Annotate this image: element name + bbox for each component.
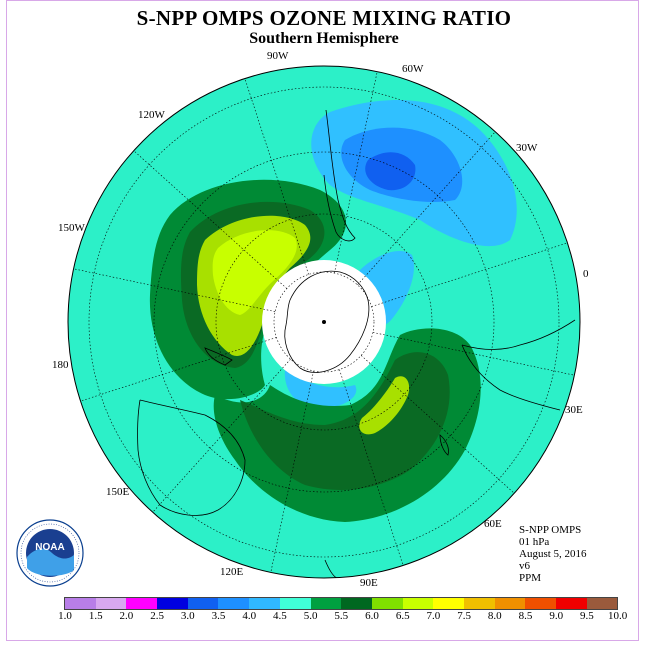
colorbar-segment xyxy=(65,598,96,609)
colorbar-segment xyxy=(279,598,311,609)
longitude-label: 60W xyxy=(402,63,424,75)
contour-light-blue-3 xyxy=(284,368,357,409)
meridian-line xyxy=(133,150,288,289)
contour-yellow-green-east xyxy=(359,376,410,435)
colorbar-tick-label: 1.5 xyxy=(88,610,103,622)
colorbar-tick-label: 9.0 xyxy=(549,610,564,622)
colorbar-tick-label: 6.5 xyxy=(395,610,410,622)
colorbar-tick-label: 2.0 xyxy=(119,610,134,622)
meridian-line xyxy=(372,332,575,376)
colorbar-ticks: 1.0 1.5 2.0 2.5 3.0 3.5 4.0 4.5 5.0 5.5 6.0 6.5 7.0 7… xyxy=(0,610,648,624)
colorbar-tick-label: 6.0 xyxy=(365,610,379,622)
meridian-line xyxy=(244,78,309,275)
colorbar-segment xyxy=(433,598,464,609)
info-units: PPM xyxy=(519,572,542,584)
meridian-line xyxy=(334,71,378,274)
colorbar-segment xyxy=(371,598,403,609)
figure-frame xyxy=(6,0,639,641)
coastlines xyxy=(137,109,576,578)
colorbar xyxy=(64,597,619,610)
meridian-line xyxy=(371,242,568,307)
meridians xyxy=(73,71,575,573)
meridian-line xyxy=(357,131,496,286)
noaa-logo-text: NOAA xyxy=(35,542,64,553)
longitude-label: 150E xyxy=(106,486,130,498)
colorbar-segment xyxy=(157,598,188,609)
meridian-line xyxy=(339,369,404,566)
colorbar-tick-label: 5.5 xyxy=(334,610,349,622)
longitude-label: 120E xyxy=(220,566,244,578)
info-instrument: S-NPP OMPS xyxy=(519,524,582,536)
south-pole-dot xyxy=(322,320,326,324)
colorbar-segment xyxy=(556,598,587,609)
meridian-line xyxy=(80,337,277,402)
colorbar-segment xyxy=(525,598,556,609)
colorbar-segment xyxy=(126,598,158,609)
colorbar-tick-label: 4.0 xyxy=(242,610,257,622)
map-subtitle: Southern Hemisphere xyxy=(249,30,399,47)
colorbar-segment xyxy=(249,598,280,609)
colorbar-tick-label: 7.5 xyxy=(457,610,471,622)
colorbar-segment xyxy=(310,598,342,609)
colorbar-tick-label: 5.0 xyxy=(303,610,318,622)
longitude-label: 150W xyxy=(58,222,85,234)
colorbar-tick-label: 8.0 xyxy=(487,610,502,622)
longitude-label: 30E xyxy=(565,404,583,416)
map-boundary xyxy=(67,65,581,579)
longitude-label: 180 xyxy=(52,359,69,371)
colorbar-segment xyxy=(95,598,127,609)
meridian-line xyxy=(360,355,515,494)
meridian-line xyxy=(270,370,314,573)
colorbar-segment xyxy=(402,598,434,609)
info-block: S-NPP OMPS 01 hPa August 5, 2016 v6 PPM xyxy=(519,524,587,584)
colorbar-tick-label: 2.5 xyxy=(150,610,164,622)
colorbar-segment xyxy=(494,598,526,609)
longitude-label: 0 xyxy=(583,268,589,280)
longitude-label: 90E xyxy=(360,577,378,589)
noaa-logo: NOAA xyxy=(16,519,84,587)
contour-lime-west xyxy=(212,230,297,315)
colorbar-tick-label: 1.0 xyxy=(58,610,72,622)
colorbar-segment xyxy=(341,598,372,609)
colorbar-tick-label: 10.0 xyxy=(607,610,628,622)
meridian-line xyxy=(152,358,291,513)
contour-dark-blue xyxy=(365,152,416,191)
map-title: S-NPP OMPS OZONE MIXING RATIO xyxy=(136,6,512,30)
colorbar-tick-label: 3.5 xyxy=(211,610,226,622)
longitude-label: 90W xyxy=(267,50,289,62)
colorbar-tick-label: 9.5 xyxy=(580,610,594,622)
colorbar-tick-label: 8.5 xyxy=(518,610,533,622)
colorbar-segment xyxy=(463,598,495,609)
longitude-label: 120W xyxy=(138,109,165,121)
colorbar-segment xyxy=(187,598,219,609)
colorbar-tick-label: 4.5 xyxy=(273,610,287,622)
longitude-label: 60E xyxy=(484,518,502,530)
longitude-label: 30W xyxy=(516,142,538,154)
info-version: v6 xyxy=(519,560,530,572)
colorbar-tick-label: 3.0 xyxy=(180,610,195,622)
info-date: August 5, 2016 xyxy=(519,548,587,560)
colorbar-tick-label: 7.0 xyxy=(426,610,441,622)
meridian-line xyxy=(73,268,276,312)
info-level: 01 hPa xyxy=(519,536,550,548)
colorbar-segment xyxy=(218,598,250,609)
colorbar-segment xyxy=(586,598,618,609)
